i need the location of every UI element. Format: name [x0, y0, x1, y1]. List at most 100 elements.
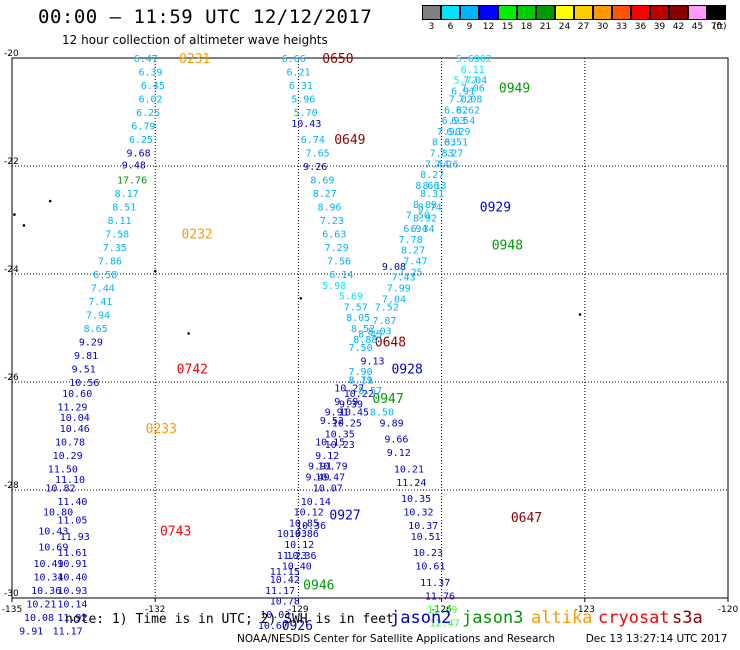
wave-height-value: 8.74	[418, 203, 442, 214]
wave-height-value: 8.69	[310, 176, 334, 187]
island-dot	[187, 332, 190, 335]
wave-height-value: 8.71	[349, 375, 373, 386]
scale-label: 27	[577, 22, 590, 32]
scale-swatch	[612, 5, 631, 20]
wave-height-value: 10.36	[296, 521, 326, 532]
wave-height-value: 10.36	[286, 551, 316, 562]
pass-time-label: 0231	[179, 52, 210, 67]
wave-height-value: 8.27	[401, 246, 425, 257]
scale-label: 42	[672, 22, 685, 32]
page-subtitle: 12 hour collection of altimeter wave hei…	[62, 33, 328, 47]
island-dot	[299, 297, 303, 300]
wave-height-value: 10.34	[33, 572, 63, 583]
lon-tick-label: -126	[431, 605, 452, 615]
wave-height-value: 9.12	[315, 451, 339, 462]
wave-height-value: 10.86	[289, 529, 319, 540]
wave-height-value: 6.02	[138, 95, 162, 106]
scale-label: 15	[501, 22, 514, 32]
wave-height-value: 10.08	[24, 613, 54, 624]
wave-height-value: 7.06	[461, 84, 485, 95]
wave-height-value: 7.58	[105, 230, 129, 241]
wave-height-value: 10.43	[38, 527, 68, 538]
pass-time-label: 0232	[181, 228, 212, 243]
legend-jason3: jason3	[462, 608, 524, 628]
wave-height-value: 5.98	[322, 281, 346, 292]
wave-height-value: 6.79	[131, 122, 155, 133]
wave-height-value: 6.29	[446, 127, 470, 138]
wave-height-value: 9.12	[387, 448, 411, 459]
page-title: 00:00 – 11:59 UTC 12/12/2017	[38, 6, 373, 28]
wave-height-value: 11.10	[55, 475, 85, 486]
pass-time-label: 0948	[492, 238, 523, 253]
wave-height-value: 10.03	[260, 610, 290, 621]
wave-height-value: 10.93	[277, 529, 307, 540]
pass-time-label: 0743	[160, 525, 191, 540]
lon-tick-label: -129	[288, 605, 309, 615]
wave-height-value: 10.14	[57, 599, 87, 610]
wave-height-value: 8.50	[370, 408, 394, 419]
wave-height-value: 10.91	[57, 559, 87, 570]
wave-height-value: 12.47	[430, 618, 460, 629]
scale-swatch	[631, 5, 650, 20]
wave-height-value: 9.89	[380, 419, 404, 430]
wave-height-value: 9.49	[306, 473, 330, 484]
pass-time-label: 0647	[511, 511, 542, 526]
scale-swatch	[498, 5, 517, 20]
scale-label: 33	[615, 22, 628, 32]
wave-height-value: 8.19	[349, 375, 373, 386]
wave-height-value: 6.94	[403, 224, 427, 235]
wave-height-value: 9.08	[382, 262, 406, 273]
pass-time-label: 0947	[372, 392, 403, 407]
wave-height-value: 8.11	[107, 216, 131, 227]
wave-height-value: 9.13	[360, 356, 384, 367]
wave-height-value: 8.89	[413, 200, 437, 211]
wave-height-value: 8.45	[358, 329, 382, 340]
wave-height-value: 10.79	[317, 462, 347, 473]
island-dot	[13, 213, 16, 216]
wave-height-value: 11.92	[57, 613, 87, 624]
wave-height-value: 7.56	[327, 257, 351, 268]
legend-cryosat: cryosat	[598, 608, 670, 628]
wave-height-value: 11.17	[53, 626, 83, 637]
wave-height-value: 10.15	[315, 437, 345, 448]
wave-height-value: 10.27	[334, 383, 364, 394]
wave-height-value: 8.27	[420, 170, 444, 181]
lon-tick-label: -135	[2, 605, 22, 615]
wave-height-value: 10.07	[313, 483, 343, 494]
wave-height-value: 8.66	[415, 181, 439, 192]
wave-height-value: 8.17	[115, 189, 139, 200]
wave-height-value: 8.13	[423, 181, 447, 192]
color-scale-unit: (ft)	[713, 22, 727, 32]
wave-height-value: 9.48	[122, 160, 146, 171]
scale-swatch	[669, 5, 688, 20]
pass-time-label: 0946	[303, 579, 334, 594]
wave-height-value: 10.22	[344, 389, 374, 400]
credit-timestamp: Dec 13 13:27:14 UTC 2017	[585, 633, 728, 645]
pass-time-label: 0649	[334, 133, 365, 148]
wave-height-value: 6.74	[301, 135, 325, 146]
wave-height-value: 7.99	[387, 284, 411, 295]
wave-height-value: 8.57	[358, 386, 382, 397]
pass-time-label: 0650	[322, 52, 353, 67]
wave-height-value: 10.12	[284, 540, 314, 551]
wave-height-value: 10.51	[411, 532, 441, 543]
scale-label: 39	[653, 22, 666, 32]
wave-height-value: 6.31	[289, 81, 313, 92]
wave-height-value: 10.04	[60, 413, 90, 424]
wave-height-value: 10.29	[53, 451, 83, 462]
pass-time-label: 0928	[391, 363, 422, 378]
scale-label: 6	[447, 22, 454, 32]
wave-height-value: 11.93	[60, 532, 90, 543]
wave-height-value: 11.40	[57, 497, 87, 508]
pass-time-label: 0742	[177, 363, 208, 378]
wave-height-value: 11.50	[48, 464, 78, 475]
scale-swatch	[517, 5, 536, 20]
wave-height-value: 9.66	[384, 435, 408, 446]
wave-height-value: 9.69	[334, 397, 358, 408]
wave-height-value: 6.25	[136, 108, 160, 119]
wave-height-value: 11.17	[265, 586, 295, 597]
legend-s3a: s3a	[672, 608, 703, 628]
wave-height-value: 10.47	[315, 473, 345, 484]
wave-height-value: 10.36	[31, 586, 61, 597]
wave-height-value: 7.27	[439, 149, 463, 160]
